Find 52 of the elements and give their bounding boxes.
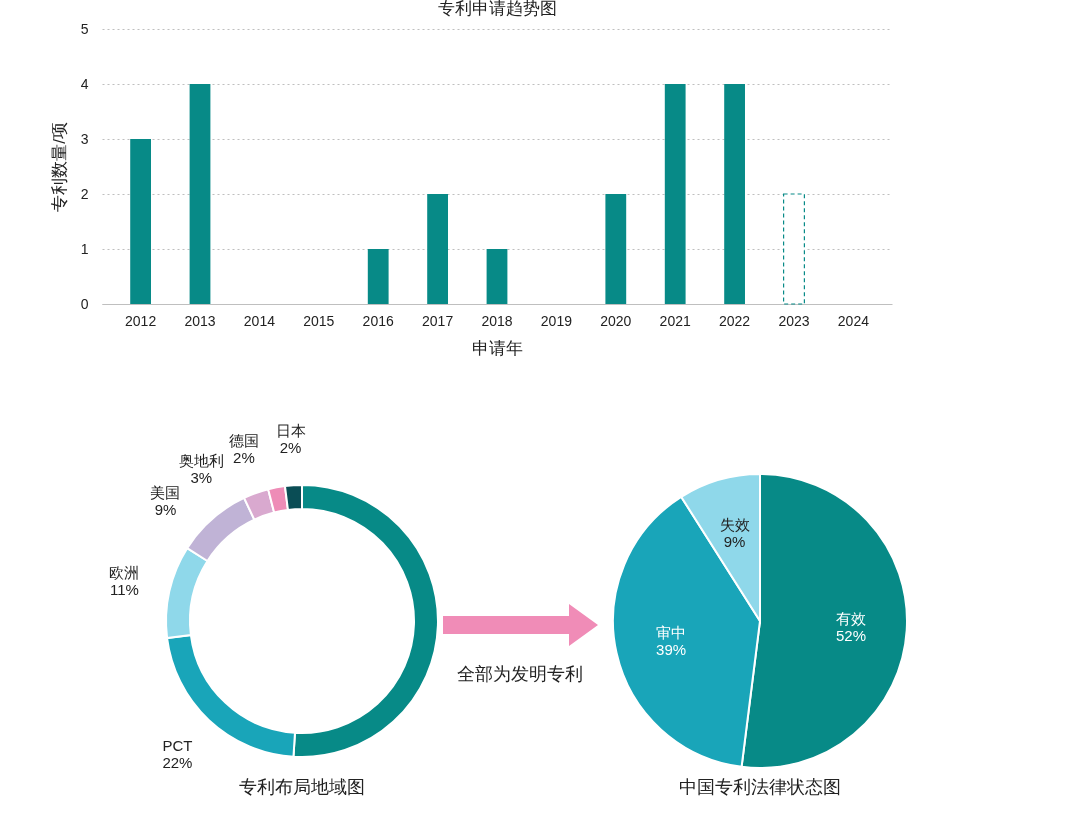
slice-label: 欧洲 xyxy=(109,564,140,582)
x-tick-label: 2013 xyxy=(184,312,216,329)
data-label: 39% xyxy=(656,640,687,658)
x-tick-label: 2012 xyxy=(125,312,157,329)
text: 中国专利法律状态图 xyxy=(679,777,841,797)
bar xyxy=(724,84,745,304)
x-tick-label: 2024 xyxy=(837,312,870,329)
x-tick-label: 2017 xyxy=(422,312,454,329)
bar xyxy=(664,84,686,304)
y-tick-label: 2 xyxy=(80,185,89,202)
data-label: 9% xyxy=(154,500,177,518)
y-tick-label: 1 xyxy=(80,240,89,257)
chart-title: 专利申请趋势图 xyxy=(437,0,557,18)
y-axis-title: 专利数量/项 xyxy=(49,122,69,212)
slice-label: 有效 xyxy=(835,609,866,627)
bar xyxy=(367,249,389,304)
x-tick-label: 2023 xyxy=(778,312,810,329)
y-tick-label: 3 xyxy=(80,130,89,147)
bar xyxy=(486,249,508,304)
x-tick-label: 2018 xyxy=(481,312,513,329)
data-label: 22% xyxy=(162,753,193,771)
data-label: 52% xyxy=(835,626,866,644)
y-tick-label: 5 xyxy=(80,20,89,37)
bar xyxy=(605,194,627,304)
x-tick-label: 2016 xyxy=(362,312,394,329)
x-tick-label: 2020 xyxy=(600,312,632,329)
slice-label: 失效 xyxy=(719,516,750,534)
x-axis-title: 申请年 xyxy=(472,338,523,358)
data-label: 3% xyxy=(190,469,213,487)
y-tick-label: 4 xyxy=(80,75,89,92)
slice-label: 德国 xyxy=(228,431,259,449)
text: 专利布局地域图 xyxy=(239,777,365,797)
bar xyxy=(189,84,211,304)
x-tick-label: 2021 xyxy=(659,312,691,329)
bar xyxy=(783,193,805,305)
slice-label: 审中 xyxy=(656,623,687,641)
y-tick-label: 0 xyxy=(80,295,89,312)
data-label: 11% xyxy=(109,581,139,599)
x-tick-label: 2019 xyxy=(540,312,573,329)
slice-label: 日本 xyxy=(275,422,306,440)
data-label: 9% xyxy=(723,533,746,551)
data-label: 2% xyxy=(233,448,255,466)
slice-label: 美国 xyxy=(150,483,181,501)
x-tick-label: 2022 xyxy=(719,312,751,329)
data-label: 2% xyxy=(279,439,302,457)
x-tick-label: 2015 xyxy=(303,312,335,329)
slice-label: PCT xyxy=(162,736,193,754)
bar xyxy=(427,194,448,304)
text: 全部为发明专利 xyxy=(456,663,584,686)
slice-label: 奥地利 xyxy=(178,452,224,470)
bar xyxy=(130,139,151,304)
x-tick-label: 2014 xyxy=(243,312,276,329)
